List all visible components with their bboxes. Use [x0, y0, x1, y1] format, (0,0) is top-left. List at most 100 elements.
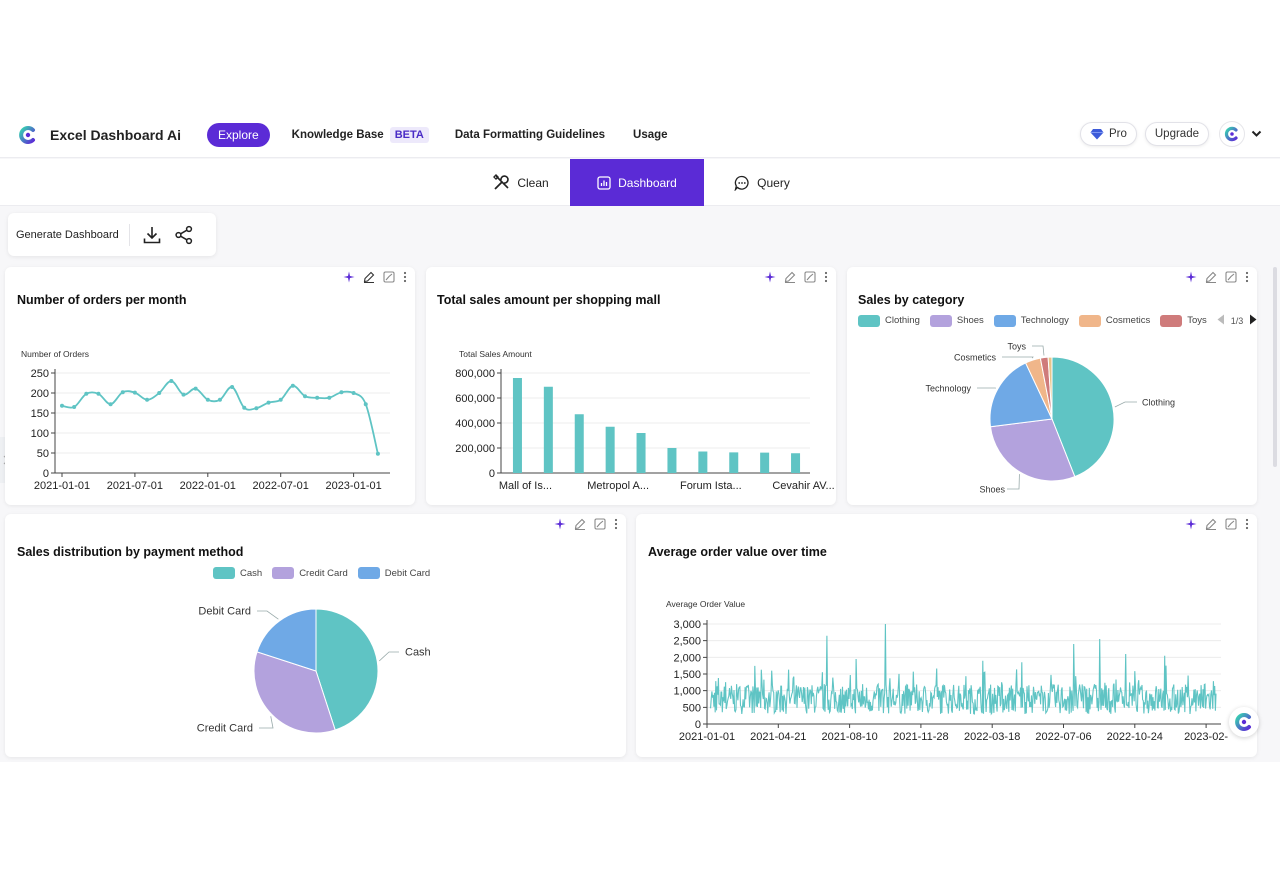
knowledge-base-label: Knowledge Base — [291, 128, 384, 141]
chart-type-button[interactable] — [594, 518, 606, 530]
y-tick-label: 100 — [31, 428, 49, 440]
more-button[interactable] — [403, 271, 407, 283]
more-button[interactable] — [614, 518, 618, 530]
bar — [698, 451, 708, 473]
x-tick-label: 2021-04-21 — [750, 731, 806, 743]
edit-button[interactable] — [574, 518, 586, 530]
data-point — [132, 390, 137, 395]
edit-button[interactable] — [1205, 271, 1217, 283]
ai-sparkle-button[interactable] — [764, 271, 776, 283]
more-button[interactable] — [1245, 518, 1249, 530]
pie-leader-line — [1007, 474, 1020, 490]
edit-button[interactable] — [1205, 518, 1217, 530]
legend-item-shoes[interactable]: Shoes — [929, 314, 984, 327]
assistant-button[interactable] — [1229, 707, 1259, 737]
usage-link[interactable]: Usage — [633, 128, 668, 141]
ai-sparkle-button[interactable] — [1185, 271, 1197, 283]
edit-button[interactable] — [784, 271, 796, 283]
avatar[interactable] — [1219, 121, 1245, 147]
chart-type-button[interactable] — [1225, 518, 1237, 530]
ai-sparkle-button[interactable] — [1185, 518, 1197, 530]
legend-next-button[interactable] — [1249, 314, 1257, 327]
avg-order-line-chart: Average Order Value 0 500 1,000 1,500 2,000 2,… — [666, 599, 1228, 743]
pro-button[interactable]: Pro — [1079, 122, 1137, 146]
knowledge-base-link[interactable]: Knowledge Base BETA — [291, 126, 429, 143]
edit-icon — [574, 518, 586, 530]
chart-title: Number of orders per month — [17, 293, 187, 307]
legend-item-clothing[interactable]: Clothing — [858, 314, 920, 327]
generate-dashboard-button[interactable]: Generate Dashboard — [16, 228, 119, 241]
data-point — [145, 397, 150, 402]
view-tabs: Clean Dashboard Query — [0, 159, 1280, 206]
data-point — [193, 386, 198, 391]
tab-query[interactable]: Query — [716, 159, 808, 206]
data-point — [72, 405, 77, 409]
data-point — [242, 405, 247, 410]
legend-item-cosmetics[interactable]: Cosmetics — [1078, 314, 1150, 327]
legend-prev-button[interactable] — [1217, 314, 1225, 327]
share-button[interactable] — [174, 225, 194, 245]
app-frame: Excel Dashboard Ai Explore Knowledge Bas… — [0, 112, 1280, 762]
y-tick-label: 200 — [31, 388, 49, 400]
data-point — [108, 402, 113, 407]
legend-label: Technology — [1020, 315, 1069, 326]
upgrade-button[interactable]: Upgrade — [1144, 122, 1209, 146]
more-button[interactable] — [824, 271, 828, 283]
bar — [760, 452, 770, 473]
chart-type-button[interactable] — [804, 271, 816, 283]
data-point — [217, 397, 222, 402]
pie-slice — [1051, 356, 1115, 478]
y-tick-label: 0 — [43, 468, 49, 480]
x-tick-label: Forum Ista... — [680, 480, 742, 492]
legend-item-cash[interactable]: Cash — [213, 567, 262, 579]
data-point — [169, 379, 174, 383]
bar — [543, 386, 553, 473]
edit-icon — [1205, 518, 1217, 530]
logo-icon — [1235, 713, 1251, 731]
sparkle-icon — [1185, 271, 1197, 283]
legend-item-credit-card[interactable]: Credit Card — [272, 567, 348, 579]
data-point — [375, 451, 380, 456]
card-actions — [335, 271, 407, 283]
pie-slice — [256, 608, 317, 672]
tab-clean-label: Clean — [517, 175, 549, 190]
edit-button[interactable] — [363, 271, 375, 283]
bar — [605, 426, 615, 473]
data-point — [266, 400, 271, 405]
legend-item-technology[interactable]: Technology — [993, 314, 1069, 327]
legend-item-debit-card[interactable]: Debit Card — [357, 567, 430, 579]
y-tick-label: 1,500 — [673, 669, 701, 681]
data-point — [363, 402, 368, 407]
more-button[interactable] — [1245, 271, 1249, 283]
download-button[interactable] — [142, 225, 162, 245]
avg-order-value-card: Average order value over time Average Or… — [636, 514, 1257, 757]
legend-item-toys[interactable]: Toys — [1160, 314, 1207, 327]
pie-slice — [1047, 356, 1053, 420]
data-point — [205, 397, 210, 402]
chart-type-button[interactable] — [1225, 271, 1237, 283]
ai-sparkle-button[interactable] — [554, 518, 566, 530]
tab-clean[interactable]: Clean — [472, 159, 570, 206]
explore-button[interactable]: Explore — [206, 122, 270, 147]
sparkle-icon — [1185, 518, 1197, 530]
share-icon — [175, 225, 192, 244]
pie-label: Toys — [1007, 342, 1026, 352]
guidelines-link[interactable]: Data Formatting Guidelines — [454, 128, 606, 141]
chart-type-button[interactable] — [383, 271, 395, 283]
chart-type-icon — [804, 271, 816, 283]
ai-sparkle-button[interactable] — [343, 271, 355, 283]
tab-dashboard[interactable]: Dashboard — [570, 159, 704, 206]
beta-badge: BETA — [389, 126, 429, 143]
pie-label: Shoes — [979, 485, 1005, 495]
chart-title: Sales distribution by payment method — [17, 545, 244, 559]
y-tick-label: 150 — [31, 408, 49, 420]
dashboard-toolbar: Generate Dashboard — [8, 213, 216, 256]
pie-leader-line — [1114, 401, 1137, 408]
scrollbar[interactable] — [1273, 267, 1277, 467]
pie-slice — [253, 651, 336, 734]
pie-leader-line — [378, 651, 399, 662]
pie-leader-line — [1002, 356, 1034, 359]
chevron-down-icon[interactable] — [1251, 130, 1262, 138]
brand[interactable]: Excel Dashboard Ai — [18, 125, 181, 145]
pie-label: Debit Card — [198, 606, 251, 618]
